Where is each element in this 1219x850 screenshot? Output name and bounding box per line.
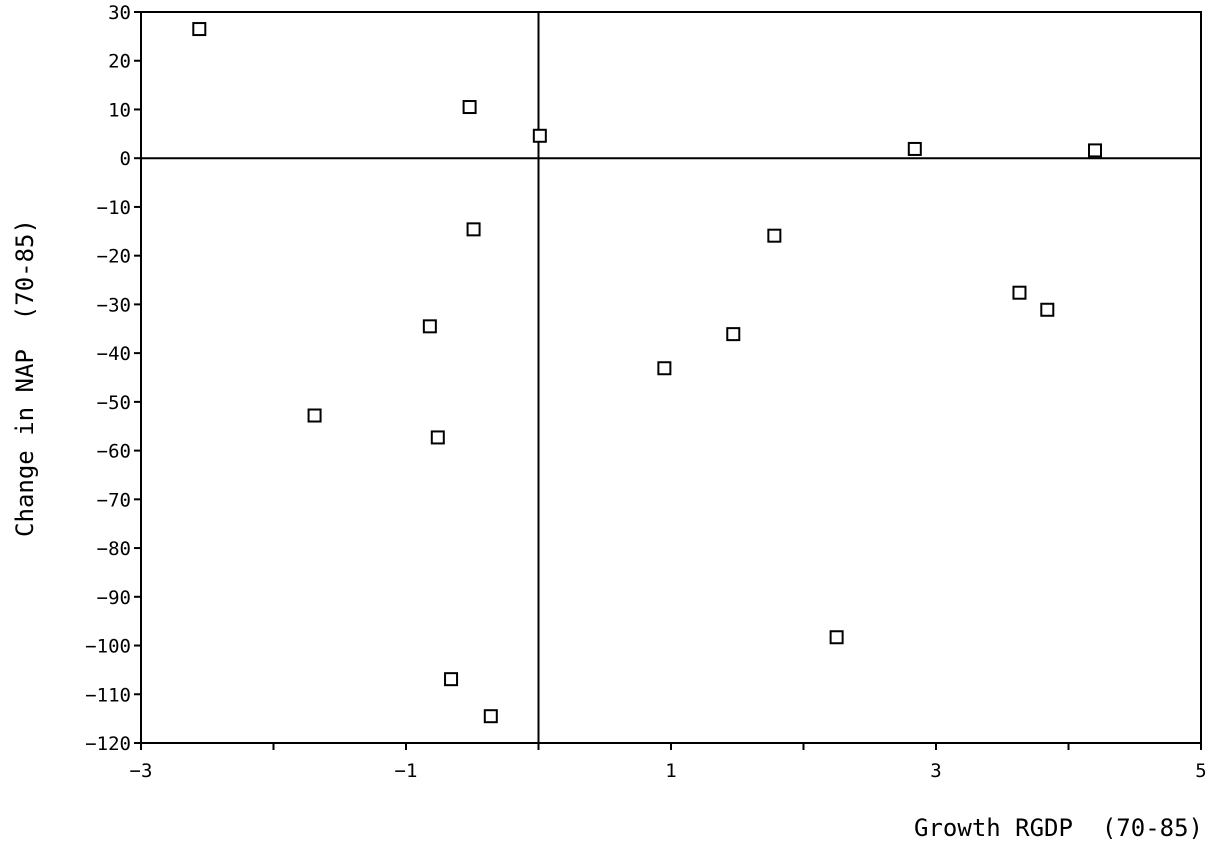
y-tick-label: −70 xyxy=(97,489,131,511)
y-tick-label: −110 xyxy=(85,684,131,706)
data-point xyxy=(483,709,498,724)
y-tick-label: 0 xyxy=(120,148,131,170)
data-point xyxy=(430,430,445,445)
x-tick-label: −1 xyxy=(395,760,418,782)
x-tick-label: 1 xyxy=(665,760,676,782)
data-point xyxy=(767,228,782,243)
data-point xyxy=(1088,143,1102,158)
y-tick-label: −100 xyxy=(85,636,131,658)
y-tick-label: 10 xyxy=(108,99,131,121)
y-tick-label: −90 xyxy=(97,587,131,609)
data-point xyxy=(462,100,477,115)
plot-frame xyxy=(140,11,1202,744)
data-point xyxy=(466,222,481,237)
data-point xyxy=(307,408,322,423)
y-tick-label: −120 xyxy=(85,733,131,755)
y-tick-label: 30 xyxy=(108,2,131,24)
data-point xyxy=(532,128,547,143)
y-tick-label: −60 xyxy=(97,441,131,463)
data-point xyxy=(192,22,207,37)
data-point xyxy=(1040,302,1055,317)
x-axis-title: Growth RGDP (70-85) xyxy=(914,814,1203,842)
y-tick-label: −10 xyxy=(97,197,131,219)
y-tick-label: −50 xyxy=(97,392,131,414)
data-point xyxy=(657,361,672,376)
y-tick-label: −80 xyxy=(97,538,131,560)
data-point xyxy=(444,672,459,687)
x-tick-label: 3 xyxy=(930,760,941,782)
data-point xyxy=(726,327,741,342)
x-tick-label: −3 xyxy=(130,760,153,782)
y-tick-label: 20 xyxy=(108,51,131,73)
data-point xyxy=(422,319,437,334)
x-tick-label: 5 xyxy=(1195,760,1206,782)
data-point xyxy=(907,141,922,156)
data-point xyxy=(1012,285,1027,300)
data-point xyxy=(829,630,844,645)
y-tick-label: −20 xyxy=(97,246,131,268)
y-tick-label: −40 xyxy=(97,343,131,365)
y-axis-title: Change in NAP (70-85) xyxy=(11,219,39,537)
y-tick-label: −30 xyxy=(97,294,131,316)
